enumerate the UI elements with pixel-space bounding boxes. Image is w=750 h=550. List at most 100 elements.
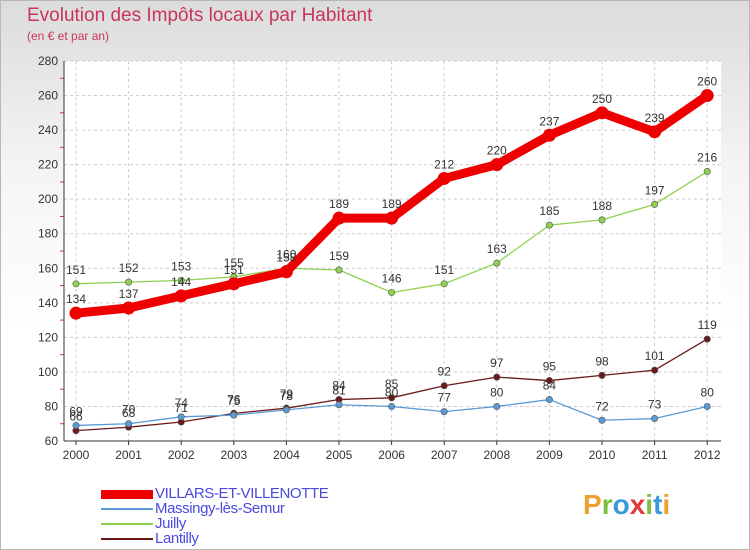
y-tick-label: 100 bbox=[38, 365, 58, 379]
data-label: 159 bbox=[329, 249, 349, 263]
x-tick-label: 2009 bbox=[536, 448, 563, 462]
data-point bbox=[440, 280, 448, 288]
data-label: 80 bbox=[385, 385, 399, 399]
x-tick-label: 2003 bbox=[220, 448, 247, 462]
data-point bbox=[125, 278, 133, 286]
legend-swatch-lantilly bbox=[101, 537, 153, 540]
data-point bbox=[227, 277, 241, 291]
data-label: 163 bbox=[487, 242, 507, 256]
data-point bbox=[388, 288, 396, 296]
x-tick-label: 2002 bbox=[168, 448, 195, 462]
x-tick-label: 2010 bbox=[589, 448, 616, 462]
data-label: 137 bbox=[119, 287, 139, 301]
y-tick-label: 240 bbox=[38, 123, 58, 137]
data-label: 71 bbox=[175, 401, 189, 415]
data-point bbox=[332, 211, 346, 225]
data-label: 153 bbox=[171, 259, 191, 273]
legend-swatch-juilly bbox=[101, 522, 153, 525]
y-tick-label: 80 bbox=[45, 399, 59, 413]
data-point bbox=[177, 276, 185, 284]
logo-letter: P bbox=[583, 489, 602, 520]
data-label: 98 bbox=[595, 354, 609, 368]
x-tick-label: 2005 bbox=[326, 448, 353, 462]
data-label: 81 bbox=[332, 384, 346, 398]
data-point bbox=[122, 301, 136, 315]
data-label: 75 bbox=[227, 394, 241, 408]
data-label: 85 bbox=[385, 377, 399, 391]
logo-letter: x bbox=[629, 489, 646, 520]
data-point bbox=[440, 382, 448, 390]
data-point bbox=[700, 89, 714, 103]
y-tick-label: 220 bbox=[38, 158, 58, 172]
data-label: 72 bbox=[595, 399, 609, 413]
data-label: 84 bbox=[543, 379, 557, 393]
data-point bbox=[125, 420, 133, 428]
legend-label-villars: VILLARS-ET-VILLENOTTE bbox=[155, 485, 329, 502]
data-label: 97 bbox=[490, 356, 504, 370]
data-label: 212 bbox=[434, 157, 454, 171]
y-tick-label: 260 bbox=[38, 89, 58, 103]
x-tick-label: 2000 bbox=[63, 448, 90, 462]
data-label: 189 bbox=[329, 197, 349, 211]
x-tick-label: 2001 bbox=[115, 448, 142, 462]
data-label: 220 bbox=[487, 144, 507, 158]
data-label: 79 bbox=[280, 387, 294, 401]
data-point bbox=[69, 306, 83, 320]
data-label: 160 bbox=[276, 247, 296, 261]
x-tick-label: 2006 bbox=[378, 448, 405, 462]
legend-item-lantilly: Lantilly bbox=[101, 531, 328, 546]
data-point bbox=[437, 171, 451, 185]
data-point bbox=[651, 200, 659, 208]
data-label: 92 bbox=[438, 365, 452, 379]
data-point bbox=[493, 259, 501, 267]
x-tick-label: 2008 bbox=[483, 448, 510, 462]
x-tick-label: 2011 bbox=[642, 448, 668, 462]
data-label: 151 bbox=[224, 263, 244, 277]
y-tick-label: 120 bbox=[38, 330, 58, 344]
data-point bbox=[493, 402, 501, 410]
data-label: 70 bbox=[122, 403, 136, 417]
y-tick-label: 140 bbox=[38, 296, 58, 310]
data-point bbox=[493, 373, 501, 381]
data-point bbox=[703, 402, 711, 410]
data-label: 237 bbox=[539, 114, 559, 128]
data-point bbox=[598, 416, 606, 424]
data-point bbox=[598, 371, 606, 379]
data-label: 239 bbox=[645, 111, 665, 125]
data-label: 189 bbox=[382, 197, 402, 211]
logo-letter: i bbox=[645, 489, 654, 520]
data-label: 155 bbox=[224, 256, 244, 270]
data-point bbox=[703, 168, 711, 176]
data-label: 144 bbox=[171, 275, 191, 289]
x-tick-label: 2007 bbox=[431, 448, 458, 462]
data-label: 134 bbox=[66, 292, 86, 306]
proxiti-logo: Proxiti bbox=[583, 489, 670, 521]
data-point bbox=[440, 408, 448, 416]
data-point bbox=[388, 394, 396, 402]
data-point bbox=[335, 401, 343, 409]
data-label: 76 bbox=[227, 392, 241, 406]
chart-subtitle: (en € et par an) bbox=[27, 29, 110, 43]
legend-label-lantilly: Lantilly bbox=[155, 530, 199, 547]
data-label: 66 bbox=[69, 410, 83, 424]
data-label: 216 bbox=[697, 151, 717, 165]
legend-item-massingy: Massingy-lès-Semur bbox=[101, 501, 328, 516]
legend-label-juilly: Juilly bbox=[155, 515, 186, 532]
data-point bbox=[230, 411, 238, 419]
chart-title: Evolution des Impôts locaux par Habitant bbox=[27, 5, 373, 26]
y-tick-label: 200 bbox=[38, 192, 58, 206]
data-point bbox=[388, 402, 396, 410]
data-point bbox=[490, 158, 504, 172]
data-point bbox=[385, 211, 399, 225]
data-label: 158 bbox=[276, 251, 296, 265]
data-label: 250 bbox=[592, 92, 612, 106]
logo-letter: i bbox=[662, 489, 671, 520]
data-point bbox=[703, 335, 711, 343]
data-label: 73 bbox=[648, 398, 662, 412]
data-point bbox=[545, 377, 553, 385]
data-point bbox=[598, 216, 606, 224]
data-point bbox=[545, 221, 553, 229]
legend-label-massingy: Massingy-lès-Semur bbox=[155, 500, 285, 517]
